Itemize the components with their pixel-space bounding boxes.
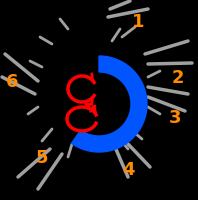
Text: 6: 6 <box>6 73 18 91</box>
Text: 1: 1 <box>132 13 144 31</box>
Text: 5: 5 <box>36 148 48 166</box>
Text: 2: 2 <box>172 69 184 87</box>
Text: 4: 4 <box>122 160 134 178</box>
Text: 3: 3 <box>169 108 181 126</box>
Polygon shape <box>71 57 147 152</box>
